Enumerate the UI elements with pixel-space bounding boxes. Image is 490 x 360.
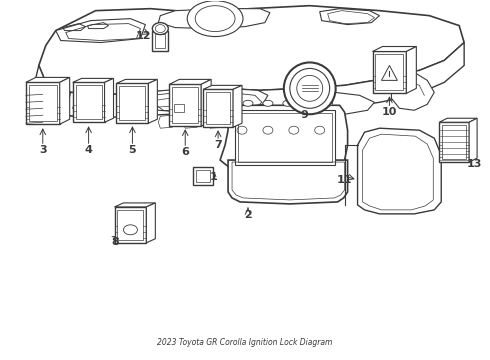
Ellipse shape <box>263 100 273 106</box>
Text: 13: 13 <box>466 159 482 169</box>
Bar <box>442 125 466 159</box>
Polygon shape <box>73 82 104 122</box>
Polygon shape <box>372 51 406 93</box>
Polygon shape <box>469 118 477 162</box>
Bar <box>375 54 403 90</box>
Bar <box>118 210 144 240</box>
Polygon shape <box>220 105 347 173</box>
Text: 11: 11 <box>337 175 352 185</box>
Polygon shape <box>439 122 469 162</box>
Bar <box>152 31 168 50</box>
Polygon shape <box>33 42 464 118</box>
Text: 7: 7 <box>214 140 222 150</box>
Text: 8: 8 <box>112 237 120 247</box>
Ellipse shape <box>152 23 168 35</box>
Polygon shape <box>233 85 242 127</box>
Text: 3: 3 <box>39 145 47 155</box>
Polygon shape <box>148 80 157 123</box>
Polygon shape <box>115 207 147 243</box>
Bar <box>235 110 335 165</box>
Text: 10: 10 <box>382 107 397 117</box>
Bar <box>172 87 198 123</box>
Polygon shape <box>298 115 314 128</box>
Polygon shape <box>358 128 441 214</box>
Bar <box>155 33 165 48</box>
Text: 9: 9 <box>301 110 309 120</box>
Polygon shape <box>169 84 201 126</box>
Polygon shape <box>73 78 114 82</box>
Polygon shape <box>60 77 70 124</box>
Polygon shape <box>300 92 374 114</box>
Ellipse shape <box>284 62 336 114</box>
Text: 2023 Toyota GR Corolla Ignition Lock Diagram: 2023 Toyota GR Corolla Ignition Lock Dia… <box>157 338 333 347</box>
Polygon shape <box>26 82 60 124</box>
Polygon shape <box>392 72 434 110</box>
Polygon shape <box>439 118 477 122</box>
Polygon shape <box>39 6 464 95</box>
Polygon shape <box>238 115 254 128</box>
Bar <box>75 85 101 119</box>
Bar <box>193 167 213 185</box>
Bar <box>174 104 184 112</box>
Polygon shape <box>268 115 284 128</box>
Text: 12: 12 <box>136 31 151 41</box>
Ellipse shape <box>243 100 253 106</box>
Polygon shape <box>73 98 105 112</box>
Polygon shape <box>203 85 242 89</box>
Polygon shape <box>203 89 233 127</box>
Text: 2: 2 <box>244 210 252 220</box>
Polygon shape <box>143 88 268 112</box>
Ellipse shape <box>303 100 313 106</box>
Polygon shape <box>147 203 155 243</box>
Bar <box>196 170 210 182</box>
Polygon shape <box>117 84 148 123</box>
Polygon shape <box>158 9 270 28</box>
Polygon shape <box>115 203 155 207</box>
Ellipse shape <box>187 1 243 37</box>
Polygon shape <box>56 19 146 42</box>
Bar <box>238 113 332 162</box>
Polygon shape <box>169 80 211 84</box>
Ellipse shape <box>323 100 333 106</box>
Polygon shape <box>183 115 199 128</box>
Polygon shape <box>406 46 416 93</box>
Polygon shape <box>372 46 416 51</box>
Text: 1: 1 <box>209 172 217 182</box>
Text: 5: 5 <box>128 145 136 155</box>
Polygon shape <box>104 78 114 122</box>
Bar <box>206 92 230 124</box>
Polygon shape <box>228 160 347 204</box>
Polygon shape <box>26 77 70 82</box>
Polygon shape <box>117 80 157 84</box>
Polygon shape <box>201 80 211 126</box>
Text: 6: 6 <box>181 147 189 157</box>
Text: 4: 4 <box>85 145 93 155</box>
Polygon shape <box>158 115 174 128</box>
Bar <box>29 85 57 121</box>
Bar <box>120 86 146 120</box>
Polygon shape <box>208 115 224 128</box>
Ellipse shape <box>283 100 293 106</box>
Polygon shape <box>319 9 379 24</box>
